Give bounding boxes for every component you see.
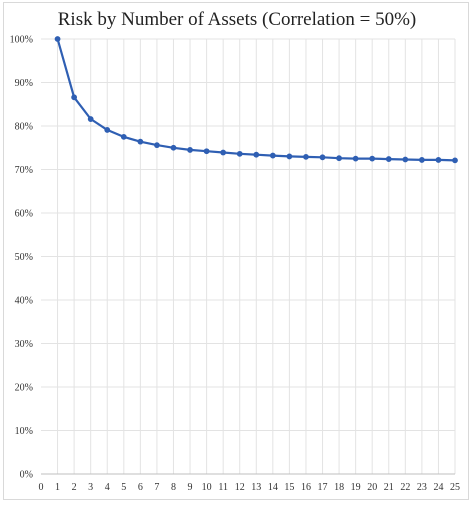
x-tick-label: 9 — [188, 482, 193, 493]
data-point — [452, 157, 458, 164]
x-tick-label: 2 — [72, 482, 77, 493]
data-point — [187, 147, 193, 153]
data-point — [54, 36, 61, 42]
y-tick-label: 80% — [15, 122, 33, 133]
chart-title: Risk by Number of Assets (Correlation = … — [58, 9, 416, 30]
y-tick-label: 0% — [20, 470, 33, 481]
x-tick-label: 23 — [417, 482, 427, 493]
x-tick-label: 7 — [154, 482, 159, 493]
x-tick-label: 14 — [268, 482, 278, 493]
x-tick-label: 10 — [202, 482, 212, 493]
data-point — [435, 157, 442, 163]
x-tick-label: 11 — [218, 482, 228, 493]
x-tick-label: 8 — [171, 482, 176, 493]
data-point — [385, 156, 392, 162]
data-point — [286, 153, 293, 160]
data-point — [104, 127, 111, 133]
y-tick-label: 60% — [15, 209, 33, 220]
data-point — [253, 151, 260, 158]
x-tick-label: 17 — [318, 482, 328, 493]
data-point — [170, 144, 177, 151]
data-point — [303, 153, 309, 160]
data-point — [336, 155, 342, 162]
x-tick-label: 5 — [121, 482, 126, 493]
chart-frame — [3, 2, 469, 500]
gridlines — [41, 38, 456, 474]
y-tick-label: 40% — [15, 296, 33, 307]
y-axis: 0% 10% 20% 30% 40% 50% 60% 70% 80% 90% 100% — [10, 35, 33, 481]
data-point — [369, 155, 376, 162]
x-tick-label: 12 — [235, 482, 245, 493]
x-tick-label: 1 — [55, 482, 60, 493]
data-point — [71, 94, 78, 101]
y-tick-label: 10% — [15, 426, 33, 437]
x-tick-label: 24 — [433, 482, 443, 493]
x-tick-label: 4 — [105, 482, 110, 493]
x-tick-label: 21 — [384, 482, 394, 493]
y-tick-label: 90% — [15, 78, 33, 89]
y-tick-label: 100% — [10, 35, 33, 46]
data-point — [220, 149, 227, 156]
data-point — [137, 138, 144, 145]
data-point — [87, 116, 94, 122]
x-tick-label: 0 — [39, 482, 44, 493]
y-tick-label: 50% — [15, 252, 33, 263]
plot-area — [54, 36, 458, 164]
x-tick-label: 13 — [251, 482, 261, 493]
x-tick-label: 3 — [88, 482, 93, 493]
y-tick-label: 70% — [15, 165, 33, 176]
x-tick-label: 20 — [367, 482, 377, 493]
x-tick-label: 19 — [351, 482, 361, 493]
data-point — [154, 142, 160, 149]
y-tick-label: 20% — [15, 383, 33, 394]
data-point — [418, 157, 425, 163]
x-tick-label: 15 — [284, 482, 294, 493]
data-point — [236, 150, 243, 157]
data-point — [352, 155, 359, 162]
x-axis: 0 1 2 3 4 5 6 7 8 9 10 11 12 13 14 15 16 17 18 19 20 21 22 23 24… — [39, 473, 460, 493]
data-point — [203, 148, 210, 155]
data-point — [402, 156, 409, 163]
data-point — [319, 154, 326, 161]
x-tick-label: 6 — [138, 482, 143, 493]
x-tick-label: 25 — [450, 482, 460, 493]
y-tick-label: 30% — [15, 339, 33, 350]
data-point — [269, 152, 276, 159]
x-tick-label: 16 — [301, 482, 311, 493]
data-point — [120, 133, 127, 140]
x-tick-label: 22 — [400, 482, 410, 493]
x-tick-label: 18 — [334, 482, 344, 493]
